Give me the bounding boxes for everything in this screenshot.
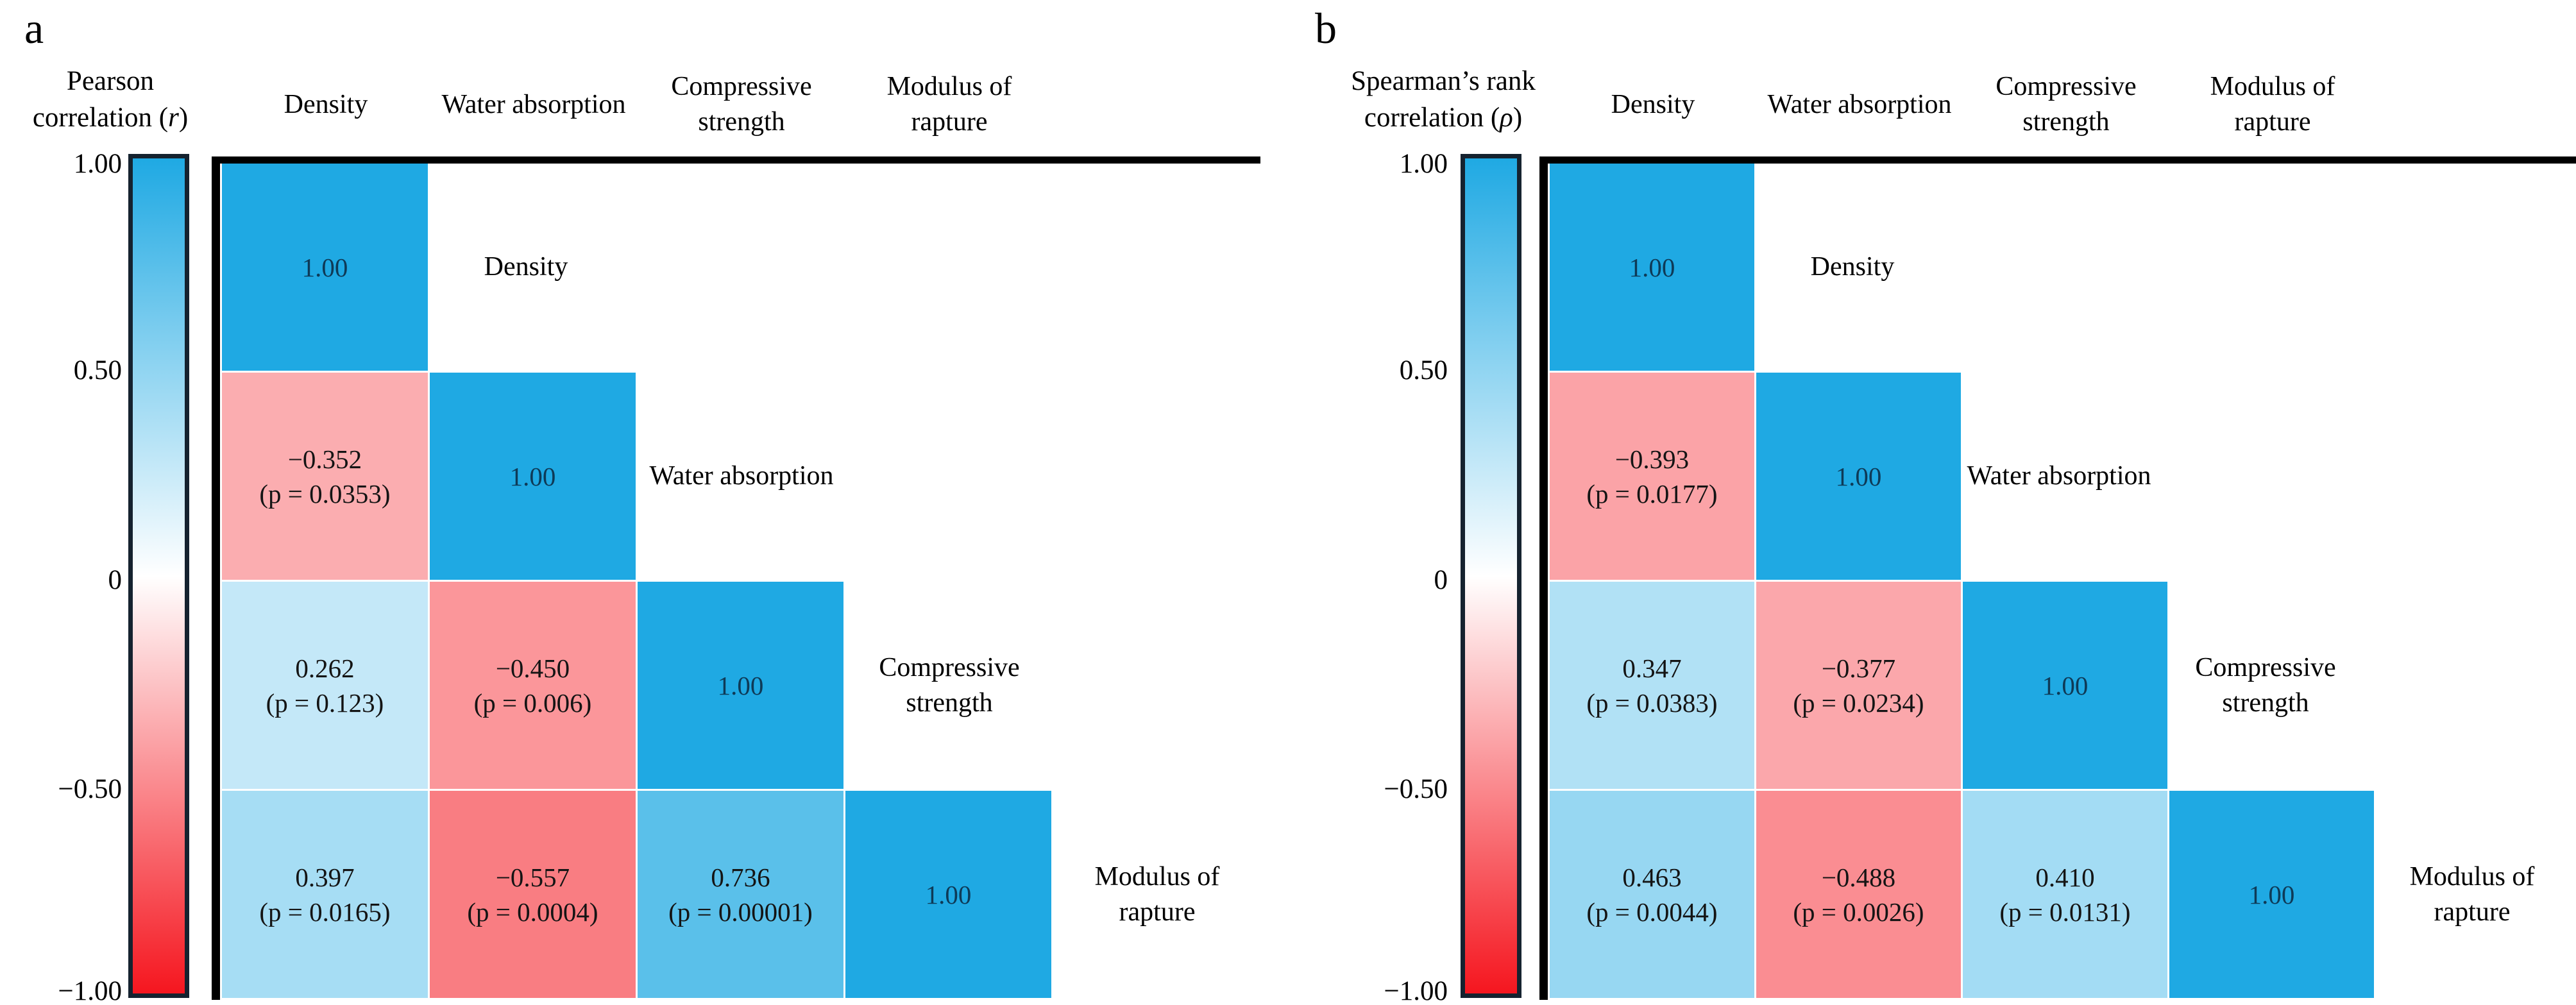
panel-b-column-header-density: Density: [1611, 89, 1695, 119]
panel-b-title-line2: correlation (ρ): [1364, 103, 1523, 133]
colorbar-a-tick-4: −0.50: [58, 774, 122, 804]
matrix-cell-r1c1: 1.00: [222, 164, 428, 371]
cell-p-value: (p = 0.0177): [1586, 478, 1718, 509]
panel-b-row-label-density: Density: [1810, 252, 1895, 282]
matrix-cell-r2c1: −0.393 (p = 0.0177): [1550, 373, 1754, 580]
cell-p-value: (p = 0.00001): [668, 897, 813, 927]
panel-a-column-header-modulus-of-rapture: Modulus of rapture: [886, 72, 1012, 137]
cell-correlation-value: 1.00: [717, 670, 764, 700]
cell-correlation-value: −0.393: [1614, 444, 1690, 474]
matrix-cell-r1c1: 1.00: [1550, 164, 1754, 371]
matrix-cell-r3c2: −0.377 (p = 0.0234): [1756, 582, 1961, 789]
matrix-cell-r2c2: 1.00: [1756, 373, 1961, 580]
colorbar-b-tick-1: 1.00: [1399, 149, 1448, 179]
panel-b-title-line1: Spearman’s rank: [1351, 66, 1536, 96]
matrix-cell-r3c3: 1.00: [638, 582, 843, 789]
matrix-cell-r4c4: 1.00: [845, 791, 1051, 998]
colorbar-a-tick-1: 1.00: [73, 149, 122, 179]
cell-p-value: (p = 0.006): [473, 688, 592, 718]
colorbar-b-tick-4: −0.50: [1384, 774, 1448, 804]
matrix-cell-r4c1: 0.397 (p = 0.0165): [222, 791, 428, 998]
colorbar-a: [128, 154, 189, 998]
cell-correlation-value: 1.00: [1835, 461, 1882, 491]
cell-correlation-value: 0.463: [1622, 862, 1682, 892]
cell-correlation-value: 0.410: [2035, 862, 2095, 892]
cell-p-value: (p = 0.0234): [1793, 688, 1924, 718]
cell-correlation-value: −0.377: [1821, 653, 1896, 683]
cell-correlation-value: 0.736: [711, 862, 770, 892]
cell-correlation-value: 1.00: [925, 879, 972, 909]
panel-b-title: Spearman’s rank correlation (ρ): [1351, 63, 1536, 136]
panel-b-row-label-modulus-of-rapture: Modulus of rapture: [2409, 861, 2535, 927]
matrix-cell-r4c3: 0.410 (p = 0.0131): [1963, 791, 2167, 998]
colorbar-a-tick-2: 0.50: [73, 355, 122, 385]
cell-correlation-value: −0.557: [495, 862, 570, 892]
matrix-cell-r3c1: 0.347 (p = 0.0383): [1550, 582, 1754, 789]
cell-p-value: (p = 0.0004): [467, 897, 598, 927]
cell-correlation-value: −0.450: [495, 653, 570, 683]
cell-correlation-value: 1.00: [2042, 670, 2089, 700]
matrix-cell-r2c2: 1.00: [430, 373, 636, 580]
colorbar-b-tick-3: 0: [1434, 565, 1448, 595]
panel-b-column-header-compressive-strength: Compressive strength: [1996, 72, 2137, 137]
cell-correlation-value: 0.397: [295, 862, 355, 892]
panel-a-top-spine: [212, 156, 1260, 164]
panel-b-label: b: [1315, 4, 1337, 53]
cell-p-value: (p = 0.0131): [1999, 897, 2131, 927]
panel-a-column-header-water-absorption: Water absorption: [441, 89, 626, 119]
cell-p-value: (p = 0.0383): [1586, 688, 1718, 718]
panel-a-column-header-density: Density: [284, 89, 368, 119]
panel-b-top-spine: [1539, 156, 2576, 164]
panel-a-title-line1: Pearson: [66, 66, 155, 96]
panel-a-row-label-modulus-of-rapture: Modulus of rapture: [1094, 861, 1220, 927]
panel-b-left-spine: [1539, 156, 1548, 1000]
colorbar-b-tick-2: 0.50: [1399, 355, 1448, 385]
cell-correlation-value: 0.262: [295, 653, 355, 683]
panel-b-row-label-water-absorption: Water absorption: [1967, 461, 2151, 491]
cell-correlation-value: 1.00: [509, 461, 556, 491]
cell-correlation-value: 1.00: [1629, 252, 1675, 282]
matrix-cell-r2c1: −0.352 (p = 0.0353): [222, 373, 428, 580]
colorbar-a-tick-5: −1.00: [58, 976, 122, 1005]
cell-correlation-value: −0.352: [287, 444, 362, 474]
matrix-cell-r3c3: 1.00: [1963, 582, 2167, 789]
colorbar-b: [1461, 154, 1521, 998]
panel-b-column-header-water-absorption: Water absorption: [1767, 89, 1952, 119]
colorbar-a-tick-3: 0: [108, 565, 123, 595]
matrix-cell-r4c1: 0.463 (p = 0.0044): [1550, 791, 1754, 998]
panel-a-row-label-compressive-strength: Compressive strength: [879, 652, 1020, 718]
panel-b-column-header-modulus-of-rapture: Modulus of rapture: [2210, 72, 2335, 137]
cell-p-value: (p = 0.123): [266, 688, 384, 718]
panel-a-row-label-density: Density: [484, 252, 568, 282]
cell-p-value: (p = 0.0044): [1586, 897, 1718, 927]
matrix-cell-r4c2: −0.488 (p = 0.0026): [1756, 791, 1961, 998]
panel-a-column-header-compressive-strength: Compressive strength: [671, 72, 812, 137]
matrix-cell-r4c4: 1.00: [2169, 791, 2374, 998]
panel-b-row-label-compressive-strength: Compressive strength: [2195, 652, 2336, 718]
cell-correlation-value: 1.00: [2248, 879, 2295, 909]
cell-p-value: (p = 0.0353): [259, 478, 391, 509]
panel-a-label: a: [24, 4, 44, 53]
panel-a-row-label-water-absorption: Water absorption: [649, 461, 834, 491]
correlation-symbol-r: r: [168, 103, 179, 133]
matrix-cell-r3c2: −0.450 (p = 0.006): [430, 582, 636, 789]
panel-a-left-spine: [212, 156, 220, 1000]
matrix-cell-r4c3: 0.736 (p = 0.00001): [638, 791, 843, 998]
cell-correlation-value: 0.347: [1622, 653, 1682, 683]
cell-p-value: (p = 0.0026): [1793, 897, 1924, 927]
panel-a-title: Pearson correlation (r): [33, 63, 188, 136]
panel-a-title-line2: correlation (r): [32, 103, 189, 133]
matrix-cell-r4c2: −0.557 (p = 0.0004): [430, 791, 636, 998]
correlation-symbol-rho: ρ: [1500, 103, 1513, 133]
colorbar-b-tick-5: −1.00: [1384, 976, 1448, 1005]
matrix-cell-r3c1: 0.262 (p = 0.123): [222, 582, 428, 789]
cell-correlation-value: 1.00: [301, 252, 348, 282]
cell-p-value: (p = 0.0165): [259, 897, 391, 927]
cell-correlation-value: −0.488: [1821, 862, 1896, 892]
